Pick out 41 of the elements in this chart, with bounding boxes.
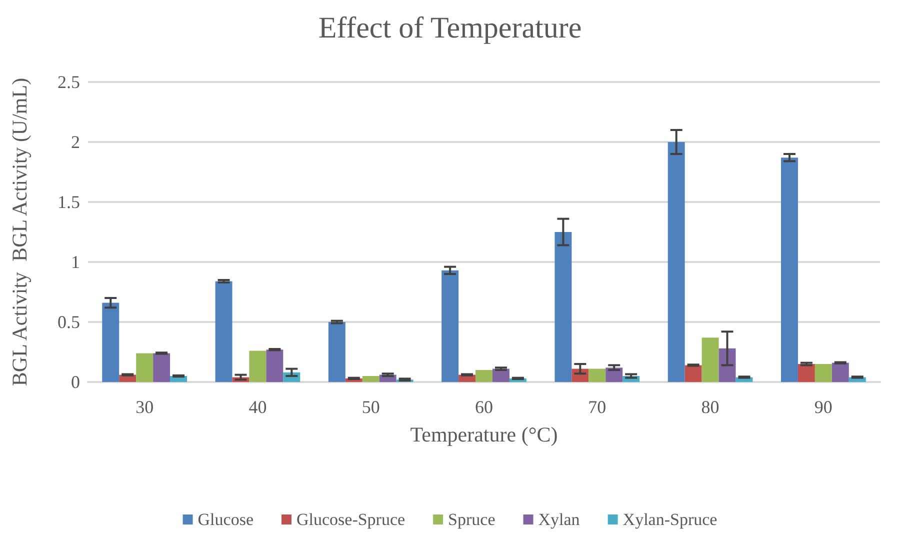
y-tick-label: 0	[71, 372, 80, 392]
y-axis-title: BGL Activity BGL Activity (U/mL)	[8, 78, 32, 386]
chart-title: Effect of Temperature	[318, 12, 582, 44]
legend-label: Xylan	[538, 510, 580, 529]
bar	[702, 338, 719, 382]
x-tick-label: 30	[136, 397, 154, 417]
y-tick-label: 2	[71, 132, 80, 152]
bar	[476, 370, 492, 382]
bar	[684, 365, 702, 382]
bar	[328, 322, 346, 382]
bar	[249, 350, 266, 382]
bar	[442, 270, 459, 382]
bar	[588, 368, 606, 382]
bar	[718, 348, 736, 382]
bar	[102, 302, 120, 382]
bar	[781, 158, 798, 382]
bar	[266, 350, 284, 382]
legend-label: Xylan-Spruce	[622, 510, 718, 529]
x-tick-label: 70	[588, 397, 606, 417]
x-tick-label: 50	[362, 397, 380, 417]
bar	[554, 232, 572, 382]
legend-label: Spruce	[448, 510, 496, 529]
y-tick-label: 2.5	[58, 72, 80, 92]
x-axis-title: Temperature (°C)	[410, 422, 558, 446]
bar	[832, 362, 849, 382]
bar	[153, 353, 170, 382]
y-tick-label: 1	[71, 252, 80, 272]
legend-label: Glucose-Spruce	[296, 510, 406, 529]
x-tick-label: 40	[248, 397, 267, 417]
bar	[798, 364, 815, 382]
x-tick-label: 90	[814, 397, 832, 417]
y-tick-label: 1.5	[58, 192, 80, 212]
x-tick-label: 80	[701, 397, 720, 417]
bar	[668, 142, 685, 382]
y-tick-label: 0.5	[58, 312, 80, 332]
bar	[362, 376, 380, 382]
bar	[136, 353, 154, 382]
bar	[814, 364, 832, 382]
x-tick-label: 60	[475, 397, 493, 417]
bar	[215, 281, 232, 382]
legend-label: Glucose	[198, 510, 254, 529]
